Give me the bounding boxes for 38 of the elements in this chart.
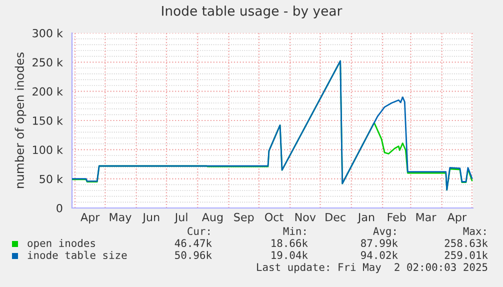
y-tick-label: 250 k bbox=[32, 58, 63, 67]
chart-title: Inode table usage - by year bbox=[162, 6, 342, 18]
x-tick-label: Aug bbox=[202, 213, 223, 224]
text: 50.96k bbox=[175, 250, 212, 260]
x-tick-label: Apr bbox=[447, 213, 467, 224]
text: 18.66k bbox=[272, 238, 308, 248]
x-tick-label: Mar bbox=[416, 213, 436, 222]
legend-label: open inodes bbox=[28, 238, 95, 250]
y-tick-label: 100 k bbox=[33, 145, 63, 154]
y-tick-label: 300 k bbox=[32, 28, 63, 38]
x-tick-label: Oct bbox=[265, 212, 284, 222]
text: Max: bbox=[463, 227, 486, 236]
x-tick-label: Sep bbox=[234, 212, 254, 224]
x-tick-label: Dec bbox=[326, 213, 346, 222]
x-tick-label: Jan bbox=[357, 213, 374, 224]
x-tick-label: Nov bbox=[295, 213, 316, 222]
text: 87.99k bbox=[361, 238, 398, 248]
text: 259.01k bbox=[444, 250, 488, 260]
x-tick-label: Feb bbox=[388, 212, 406, 222]
y-tick-label: 200 k bbox=[32, 87, 63, 96]
text: Min: bbox=[283, 226, 306, 235]
y-tick-label: 150 k bbox=[33, 116, 63, 125]
x-tick-label: Jun bbox=[142, 213, 160, 224]
x-tick-label: Apr bbox=[80, 213, 100, 224]
line-series bbox=[72, 60, 473, 191]
text: Last update: Fri May 2 02:00:03 2025 bbox=[257, 262, 488, 274]
text: 19.04k bbox=[272, 250, 308, 260]
text: Avg: bbox=[373, 227, 396, 238]
legend-label: inode table size bbox=[28, 250, 127, 260]
text: Cur: bbox=[188, 227, 210, 236]
x-tick-label: May bbox=[110, 213, 132, 224]
x-tick-label: Jul bbox=[174, 212, 188, 224]
y-tick-label: 50 k bbox=[40, 174, 63, 184]
y-axis-title: number of open inodes bbox=[14, 52, 26, 188]
text: 258.63k bbox=[444, 238, 488, 248]
text: 46.47k bbox=[174, 238, 212, 248]
y-tick-label: 0 bbox=[56, 204, 62, 212]
text: 94.02k bbox=[361, 250, 398, 260]
